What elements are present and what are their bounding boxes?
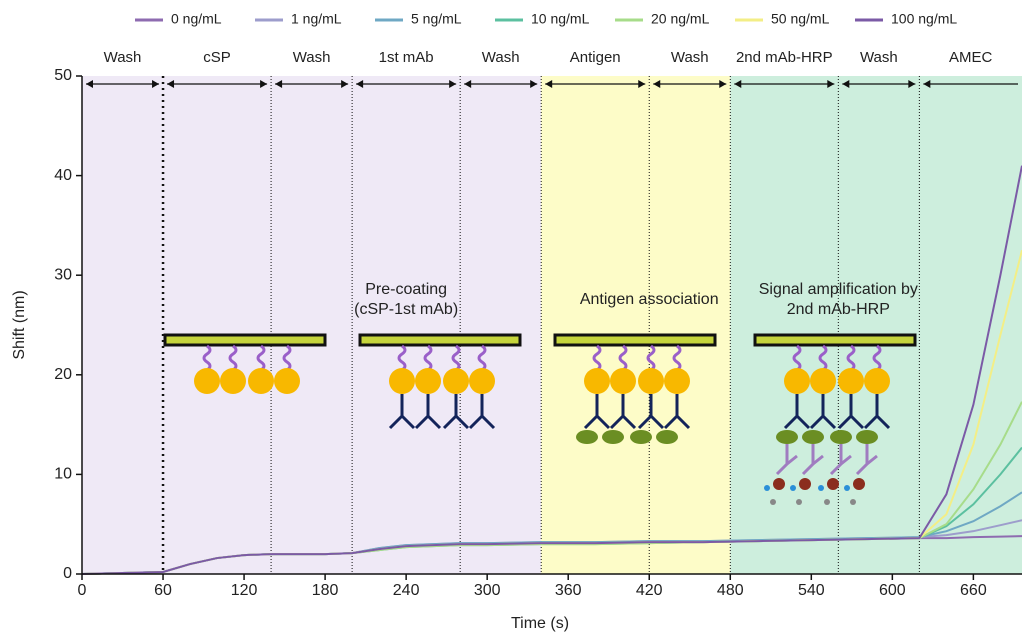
x-tick-label: 0 xyxy=(78,582,87,599)
x-tick-label: 420 xyxy=(636,582,663,599)
bead xyxy=(194,368,220,394)
product xyxy=(824,499,830,505)
antigen xyxy=(776,430,798,444)
x-axis-label: Time (s) xyxy=(511,615,569,632)
x-tick-label: 480 xyxy=(717,582,744,599)
phase-label: AMEC xyxy=(949,49,993,66)
y-tick-label: 40 xyxy=(54,167,72,184)
hrp xyxy=(827,478,839,490)
legend-label: 0 ng/mL xyxy=(171,11,222,27)
hrp xyxy=(773,478,785,490)
x-tick-label: 120 xyxy=(231,582,258,599)
y-tick-label: 50 xyxy=(54,67,72,84)
chip-surface xyxy=(165,335,325,345)
bead xyxy=(443,368,469,394)
substrate xyxy=(790,485,796,491)
legend-label: 50 ng/mL xyxy=(771,11,830,27)
annotation: 2nd mAb-HRP xyxy=(787,301,890,318)
hrp xyxy=(853,478,865,490)
hrp xyxy=(799,478,811,490)
y-tick-label: 30 xyxy=(54,266,72,283)
phase-label: Wash xyxy=(671,49,709,66)
phase-label: Wash xyxy=(860,49,898,66)
bead xyxy=(784,368,810,394)
bead xyxy=(248,368,274,394)
antigen xyxy=(802,430,824,444)
bead xyxy=(610,368,636,394)
legend-label: 20 ng/mL xyxy=(651,11,710,27)
x-tick-label: 300 xyxy=(474,582,501,599)
substrate xyxy=(844,485,850,491)
antigen xyxy=(630,430,652,444)
phase-label: 1st mAb xyxy=(379,49,434,66)
y-tick-label: 20 xyxy=(54,366,72,383)
phase-label: 2nd mAb-HRP xyxy=(736,49,833,66)
y-tick-label: 10 xyxy=(54,466,72,483)
bead xyxy=(664,368,690,394)
bead xyxy=(469,368,495,394)
bead xyxy=(864,368,890,394)
bead xyxy=(810,368,836,394)
product xyxy=(770,499,776,505)
phase-region xyxy=(541,76,730,574)
substrate xyxy=(764,485,770,491)
x-tick-label: 60 xyxy=(154,582,172,599)
annotation: Signal amplification by xyxy=(759,281,918,298)
phase-region xyxy=(82,76,541,574)
antigen xyxy=(856,430,878,444)
phase-label: Wash xyxy=(482,49,520,66)
substrate xyxy=(818,485,824,491)
phase-label: Antigen xyxy=(570,49,621,66)
product xyxy=(850,499,856,505)
bead xyxy=(220,368,246,394)
antigen xyxy=(656,430,678,444)
x-tick-label: 600 xyxy=(879,582,906,599)
y-tick-label: 0 xyxy=(63,565,72,582)
bead xyxy=(415,368,441,394)
x-tick-label: 540 xyxy=(798,582,825,599)
annotation: Antigen association xyxy=(580,291,719,308)
bead xyxy=(638,368,664,394)
product xyxy=(796,499,802,505)
legend-label: 100 ng/mL xyxy=(891,11,957,27)
chip-surface xyxy=(555,335,715,345)
antigen xyxy=(602,430,624,444)
x-tick-label: 240 xyxy=(393,582,420,599)
chart: Time (s) Shift (nm) Wash cSP Wash 1st mAb Wa… xyxy=(0,0,1022,634)
legend-label: 5 ng/mL xyxy=(411,11,462,27)
phase-label: Wash xyxy=(293,49,331,66)
phase-label: cSP xyxy=(203,49,231,66)
antigen xyxy=(576,430,598,444)
annotation: Pre-coating xyxy=(365,281,447,298)
y-axis-label: Shift (nm) xyxy=(11,290,28,359)
legend-label: 10 ng/mL xyxy=(531,11,590,27)
x-tick-label: 660 xyxy=(960,582,987,599)
x-tick-label: 360 xyxy=(555,582,582,599)
annotation: (cSP-1st mAb) xyxy=(354,301,458,318)
bead xyxy=(838,368,864,394)
bead xyxy=(274,368,300,394)
legend-label: 1 ng/mL xyxy=(291,11,342,27)
x-tick-label: 180 xyxy=(312,582,339,599)
antigen xyxy=(830,430,852,444)
phase-label: Wash xyxy=(104,49,142,66)
bead xyxy=(389,368,415,394)
chip-surface xyxy=(755,335,915,345)
bead xyxy=(584,368,610,394)
chip-surface xyxy=(360,335,520,345)
